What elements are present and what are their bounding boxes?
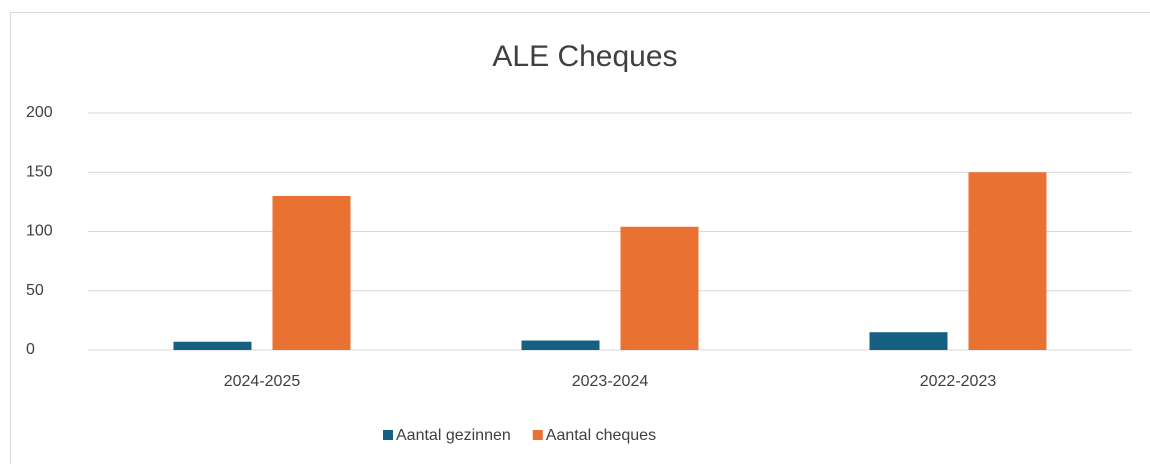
y-tick-label: 100 bbox=[26, 223, 53, 240]
x-tick-label: 2024-2025 bbox=[224, 373, 301, 390]
legend-swatch bbox=[532, 430, 543, 440]
y-tick-label: 150 bbox=[26, 163, 53, 180]
bar bbox=[869, 332, 948, 350]
bar bbox=[620, 226, 699, 350]
x-tick-label: 2023-2024 bbox=[572, 373, 649, 390]
chart-border bbox=[10, 12, 1150, 464]
bar bbox=[521, 340, 600, 350]
x-tick-label: 2022-2023 bbox=[920, 373, 997, 390]
legend-label: Aantal cheques bbox=[546, 427, 656, 444]
legend-swatch bbox=[383, 430, 393, 440]
y-tick-label: 0 bbox=[26, 341, 35, 358]
bar bbox=[968, 172, 1047, 350]
y-tick-label: 50 bbox=[26, 282, 44, 299]
y-tick-label: 200 bbox=[26, 104, 53, 121]
chart-title: ALE Cheques bbox=[492, 40, 677, 73]
legend-label: Aantal gezinnen bbox=[396, 427, 511, 444]
bar bbox=[272, 195, 351, 350]
bar bbox=[173, 341, 252, 350]
